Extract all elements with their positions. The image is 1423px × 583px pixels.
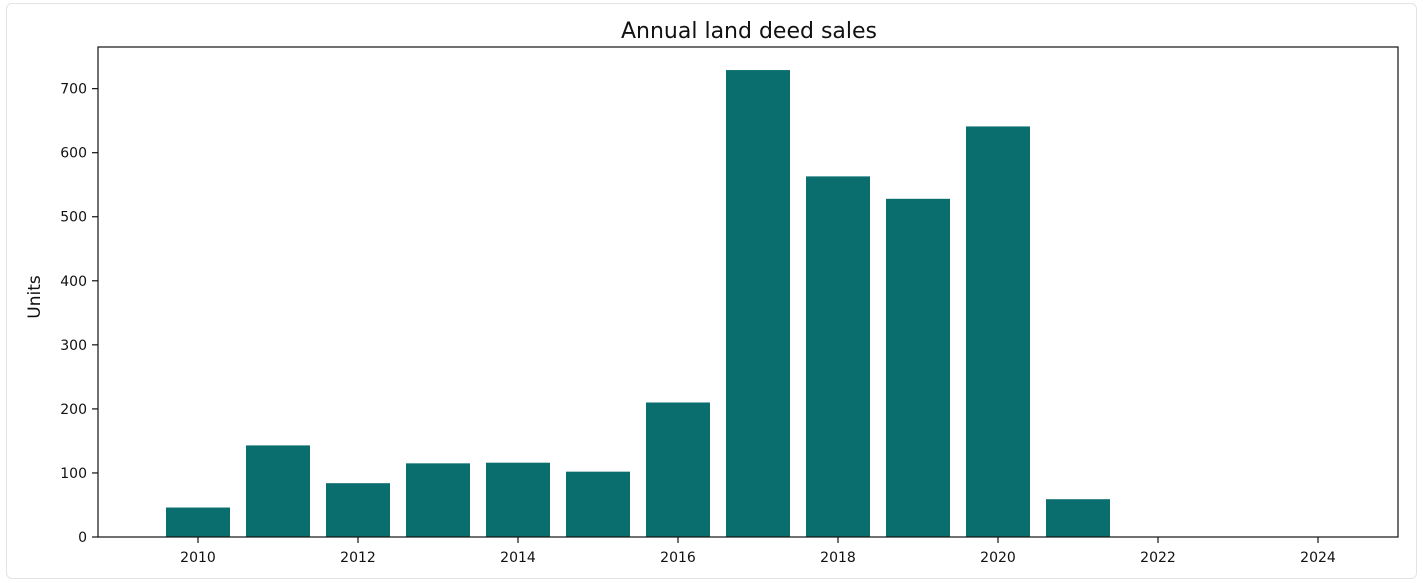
bar-2017	[726, 70, 790, 537]
x-tick-label: 2014	[500, 550, 536, 566]
y-tick-label: 600	[60, 146, 87, 162]
y-tick-label: 200	[60, 402, 87, 418]
x-tick-label: 2016	[660, 550, 696, 566]
x-tick-label: 2010	[180, 550, 216, 566]
bar-2019	[886, 199, 950, 537]
bar-2010	[166, 508, 230, 537]
bars-group	[166, 70, 1110, 537]
y-tick-label: 100	[60, 466, 87, 482]
bar-2012	[326, 483, 390, 537]
y-tick-label: 300	[60, 338, 87, 354]
bar-2020	[966, 126, 1030, 537]
bar-2014	[486, 463, 550, 537]
bar-2016	[646, 402, 710, 537]
x-tick-label: 2024	[1300, 550, 1336, 566]
x-axis-ticks: 2010 2012 2014 2016 2018 2020 2022 2024	[180, 537, 1336, 566]
bar-2013	[406, 463, 470, 537]
y-tick-label: 700	[60, 82, 87, 98]
bar-2015	[566, 472, 630, 537]
x-tick-label: 2012	[340, 550, 376, 566]
y-axis-ticks: 0 100 200 300 400 500 600 700	[60, 82, 98, 546]
bar-2018	[806, 176, 870, 537]
x-tick-label: 2018	[820, 550, 856, 566]
y-axis-label: Units	[25, 275, 45, 319]
bar-2011	[246, 445, 310, 537]
bar-2021	[1046, 499, 1110, 537]
y-tick-label: 0	[78, 530, 87, 546]
y-tick-label: 400	[60, 274, 87, 290]
chart-title: Annual land deed sales	[621, 19, 877, 44]
x-tick-label: 2022	[1140, 550, 1176, 566]
y-tick-label: 500	[60, 210, 87, 226]
x-tick-label: 2020	[980, 550, 1016, 566]
